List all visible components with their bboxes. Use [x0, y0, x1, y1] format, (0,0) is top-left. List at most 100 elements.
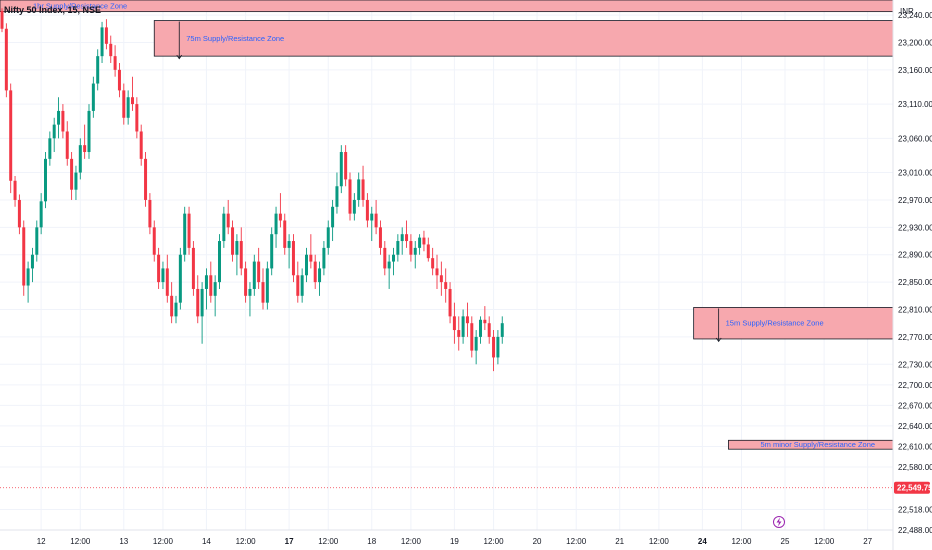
candle[interactable] — [161, 261, 165, 289]
candle[interactable] — [492, 330, 496, 372]
candle[interactable] — [96, 49, 100, 91]
candle[interactable] — [35, 220, 39, 262]
candle[interactable] — [300, 268, 304, 303]
candle[interactable] — [22, 220, 26, 296]
candle[interactable] — [352, 193, 356, 221]
candle[interactable] — [17, 194, 21, 235]
candle[interactable] — [65, 121, 69, 166]
candle[interactable] — [191, 241, 195, 296]
candle[interactable] — [331, 199, 335, 242]
candle[interactable] — [405, 220, 409, 248]
candle[interactable] — [396, 234, 400, 262]
candle[interactable] — [326, 220, 330, 255]
candle[interactable] — [213, 275, 217, 317]
candle[interactable] — [200, 282, 204, 344]
candle[interactable] — [170, 282, 174, 324]
candle[interactable] — [222, 206, 226, 248]
candle[interactable] — [274, 206, 278, 248]
candle[interactable] — [483, 306, 487, 331]
candle[interactable] — [226, 199, 230, 235]
candle[interactable] — [165, 254, 169, 303]
candle[interactable] — [252, 254, 256, 296]
candle[interactable] — [70, 152, 74, 200]
candle[interactable] — [61, 104, 65, 139]
candle[interactable] — [270, 227, 274, 276]
candle[interactable] — [413, 241, 417, 269]
candle[interactable] — [457, 316, 461, 351]
candle[interactable] — [9, 83, 13, 194]
candle[interactable] — [261, 268, 265, 310]
candle[interactable] — [152, 220, 156, 262]
candle[interactable] — [87, 104, 91, 159]
candle[interactable] — [344, 145, 348, 187]
candle[interactable] — [357, 172, 361, 207]
candle[interactable] — [387, 254, 391, 289]
candle[interactable] — [452, 302, 456, 344]
candle[interactable] — [174, 295, 178, 324]
candle[interactable] — [374, 199, 378, 235]
candle[interactable] — [378, 220, 382, 255]
candle[interactable] — [48, 131, 52, 166]
candle[interactable] — [400, 227, 404, 255]
candle[interactable] — [365, 193, 369, 228]
candle[interactable] — [257, 247, 261, 289]
candle[interactable] — [183, 206, 187, 262]
candle[interactable] — [148, 193, 152, 235]
candle[interactable] — [30, 247, 34, 283]
candle[interactable] — [78, 138, 82, 180]
candle[interactable] — [370, 206, 374, 242]
price-axis[interactable] — [893, 0, 932, 550]
candle[interactable] — [309, 234, 313, 269]
candle[interactable] — [418, 234, 422, 255]
candle[interactable] — [470, 316, 474, 358]
candle[interactable] — [248, 282, 252, 317]
candle[interactable] — [126, 90, 130, 125]
candle[interactable] — [283, 213, 287, 255]
candle[interactable] — [465, 302, 469, 337]
candle[interactable] — [178, 247, 182, 310]
candle[interactable] — [196, 275, 200, 324]
candle[interactable] — [496, 330, 500, 365]
candle[interactable] — [122, 83, 126, 125]
candle[interactable] — [479, 316, 482, 344]
candle[interactable] — [139, 124, 143, 166]
candle[interactable] — [474, 330, 478, 365]
candle[interactable] — [218, 234, 221, 289]
candle[interactable] — [339, 145, 343, 194]
candle[interactable] — [52, 117, 56, 153]
candle[interactable] — [113, 45, 117, 77]
candle[interactable] — [83, 124, 87, 159]
candle[interactable] — [131, 76, 134, 111]
candle[interactable] — [100, 21, 104, 63]
candle[interactable] — [0, 8, 4, 33]
candle[interactable] — [448, 282, 452, 324]
candle[interactable] — [209, 261, 213, 303]
candles[interactable] — [0, 8, 504, 372]
candle[interactable] — [244, 261, 248, 303]
candle[interactable] — [318, 261, 322, 296]
candle[interactable] — [44, 152, 47, 209]
candle[interactable] — [91, 76, 95, 118]
candle[interactable] — [39, 193, 43, 235]
candle[interactable] — [435, 254, 439, 289]
candle[interactable] — [296, 261, 300, 303]
candle[interactable] — [26, 261, 30, 303]
candle[interactable] — [392, 247, 395, 276]
candle[interactable] — [157, 247, 161, 289]
candle[interactable] — [422, 230, 426, 252]
supply-resistance-zones[interactable]: 1hr Supply/Resistance Zone 75m Supply/Res… — [0, 0, 894, 450]
candle[interactable] — [461, 309, 465, 344]
candle[interactable] — [322, 241, 326, 276]
candle[interactable] — [74, 165, 78, 200]
candle[interactable] — [439, 261, 443, 296]
candle[interactable] — [291, 234, 295, 283]
candle[interactable] — [348, 172, 352, 221]
candle[interactable] — [500, 316, 504, 344]
candle[interactable] — [135, 97, 139, 139]
lightning-icon[interactable] — [773, 516, 785, 528]
candle[interactable] — [383, 241, 387, 276]
candle[interactable] — [4, 23, 8, 98]
candle[interactable] — [409, 234, 413, 262]
zone-box[interactable] — [693, 307, 894, 340]
candle[interactable] — [109, 35, 113, 63]
